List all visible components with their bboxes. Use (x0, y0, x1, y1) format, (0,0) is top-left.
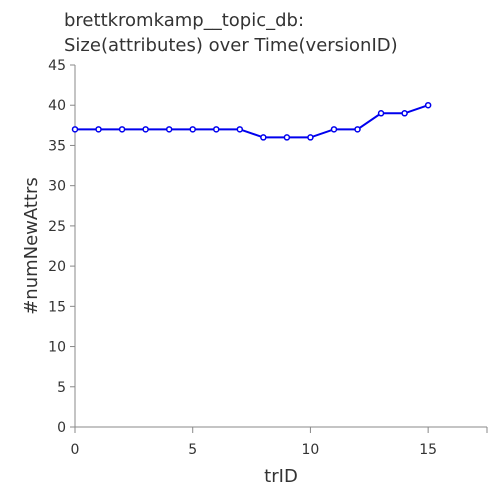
data-point-4 (165, 126, 173, 133)
y-tick-label-5: 5 (57, 380, 66, 396)
y-tick-label-15: 15 (48, 299, 66, 315)
data-point-10 (307, 134, 314, 141)
y-tick-label-20: 20 (48, 259, 66, 275)
x-tick-label-15: 15 (419, 442, 437, 458)
y-tick-label-10: 10 (48, 340, 66, 356)
y-tick-label-45: 45 (48, 58, 66, 74)
x-axis-label: trID (264, 466, 298, 487)
y-tick-label-0: 0 (57, 420, 66, 436)
data-point-5 (189, 126, 196, 133)
y-tick-label-25: 25 (48, 219, 66, 235)
data-point-13 (377, 110, 385, 117)
chart-title-line-1: brettkromkamp__topic_db: (64, 10, 304, 31)
data-point-9 (283, 134, 291, 141)
data-point-14 (401, 110, 408, 117)
data-point-8 (260, 134, 267, 141)
x-tick-label-10: 10 (302, 442, 320, 458)
data-point-7 (236, 126, 244, 133)
y-tick-label-40: 40 (48, 98, 66, 114)
data-point-15 (424, 101, 432, 109)
x-tick-label-0: 0 (71, 442, 80, 458)
data-point-1 (95, 126, 102, 133)
y-tick-label-30: 30 (48, 179, 66, 195)
chart-title: brettkromkamp__topic_db: Size(attributes… (64, 10, 398, 56)
chart-title-line-2: Size(attributes) over Time(versionID) (64, 35, 398, 56)
y-tick-label-35: 35 (48, 138, 66, 154)
data-point-11 (330, 126, 338, 133)
data-point-0 (71, 126, 79, 133)
series-line (75, 104, 429, 139)
y-axis-label: #numNewAttrs (21, 177, 42, 315)
plot-area: 0 5 10 15 20 25 30 35 40 45 0 5 10 15 (48, 58, 488, 458)
data-point-6 (213, 126, 220, 133)
data-point-12 (354, 126, 361, 133)
data-point-3 (142, 126, 149, 133)
x-tick-label-5: 5 (188, 442, 197, 458)
data-point-2 (118, 126, 126, 133)
